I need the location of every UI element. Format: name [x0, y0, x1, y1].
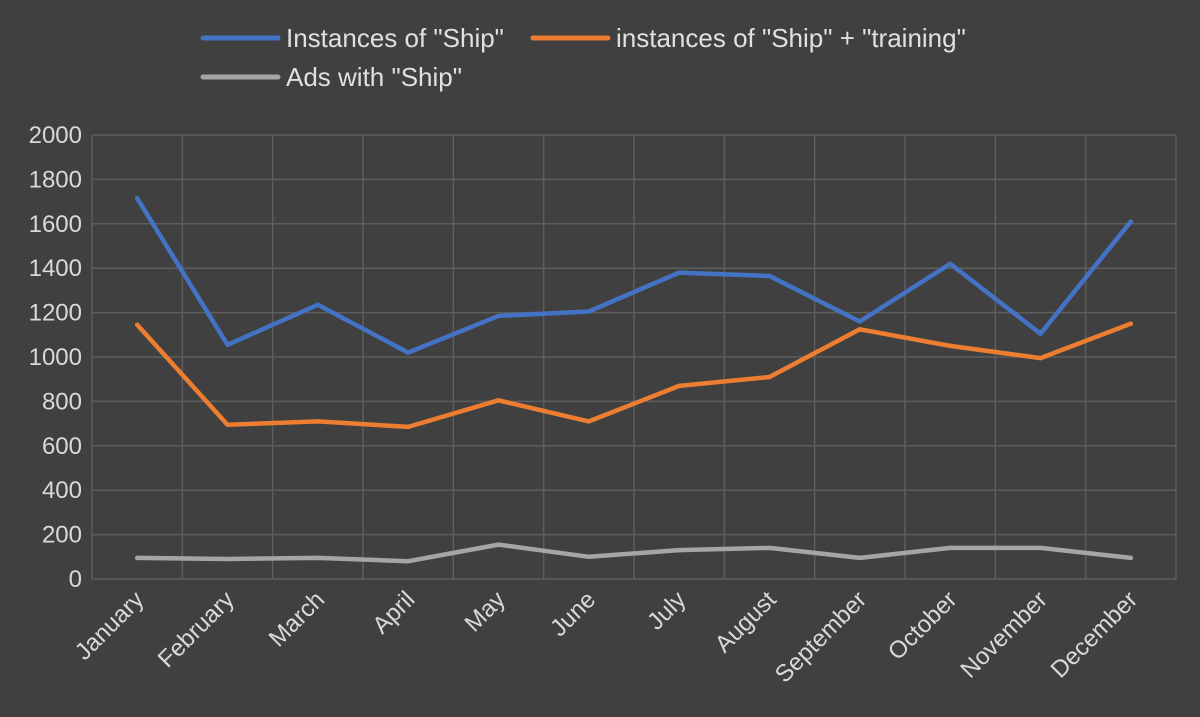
data-point [586, 419, 592, 424]
gridlines [91, 134, 1177, 580]
data-point [1128, 321, 1134, 326]
data-point [857, 319, 863, 324]
data-point [1038, 545, 1043, 551]
y-tick-label: 0 [69, 566, 82, 593]
x-tick-label: October [883, 586, 962, 665]
data-point [947, 343, 953, 349]
legend-label: instances of "Ship" + "training" [616, 23, 966, 53]
series-line-2 [134, 542, 1134, 564]
x-tick-label: March [264, 586, 330, 652]
legend-label: Ads with "Ship" [286, 62, 462, 92]
x-tick-label: May [460, 586, 511, 637]
legend: Instances of "Ship" instances of "Ship" +… [200, 23, 966, 92]
data-point [225, 556, 230, 562]
x-tick-label: June [545, 586, 601, 642]
series-line-1 [134, 321, 1134, 430]
data-point [225, 422, 230, 427]
y-tick-label: 600 [42, 433, 82, 460]
x-tick-label: January [70, 586, 149, 665]
data-point [586, 309, 592, 314]
data-point [676, 270, 682, 275]
x-tick-label: February [153, 586, 240, 673]
legend-label: Instances of "Ship" [286, 23, 504, 53]
data-point [405, 424, 411, 430]
data-point [947, 261, 953, 266]
data-point [134, 555, 140, 561]
data-point [405, 350, 411, 355]
series-line-0 [134, 196, 1134, 355]
y-tick-label: 1600 [29, 211, 82, 238]
data-point [1038, 331, 1043, 336]
data-point [767, 273, 772, 279]
x-tick-label: July [642, 586, 691, 635]
x-tick-label: August [710, 586, 782, 658]
y-tick-label: 1400 [29, 255, 82, 282]
data-point [1128, 219, 1134, 224]
x-tick-label: November [955, 586, 1052, 683]
data-point [405, 559, 411, 564]
x-tick-label: April [367, 586, 420, 639]
x-tick-label: December [1046, 586, 1143, 683]
series-group [134, 196, 1134, 564]
y-tick-label: 1200 [29, 300, 82, 327]
data-point [857, 327, 863, 332]
data-point [134, 196, 140, 201]
data-point [857, 555, 863, 561]
data-point [496, 398, 501, 403]
y-tick-label: 1800 [29, 166, 82, 193]
x-axis: January February March April May June July Augu… [70, 586, 1143, 688]
data-point [767, 374, 772, 380]
data-point [1038, 355, 1043, 361]
x-tick-label: September [770, 586, 872, 688]
data-point [315, 555, 321, 561]
data-point [586, 554, 592, 559]
data-point [947, 545, 953, 551]
y-tick-label: 800 [42, 388, 82, 415]
y-tick-label: 1000 [29, 344, 82, 371]
data-point [1128, 555, 1134, 561]
data-point [315, 302, 321, 308]
data-point [767, 545, 772, 551]
data-point [496, 313, 501, 319]
y-tick-label: 2000 [29, 122, 82, 149]
data-point [676, 547, 682, 553]
y-tick-label: 200 [42, 522, 82, 549]
data-point [315, 419, 321, 424]
data-point [496, 542, 501, 547]
data-point [134, 322, 140, 328]
y-axis: 0 200 400 600 800 1000 1200 1400 1600 1800 2000 [29, 122, 82, 593]
data-point [676, 383, 682, 389]
y-tick-label: 400 [42, 477, 82, 504]
data-point [225, 342, 230, 347]
